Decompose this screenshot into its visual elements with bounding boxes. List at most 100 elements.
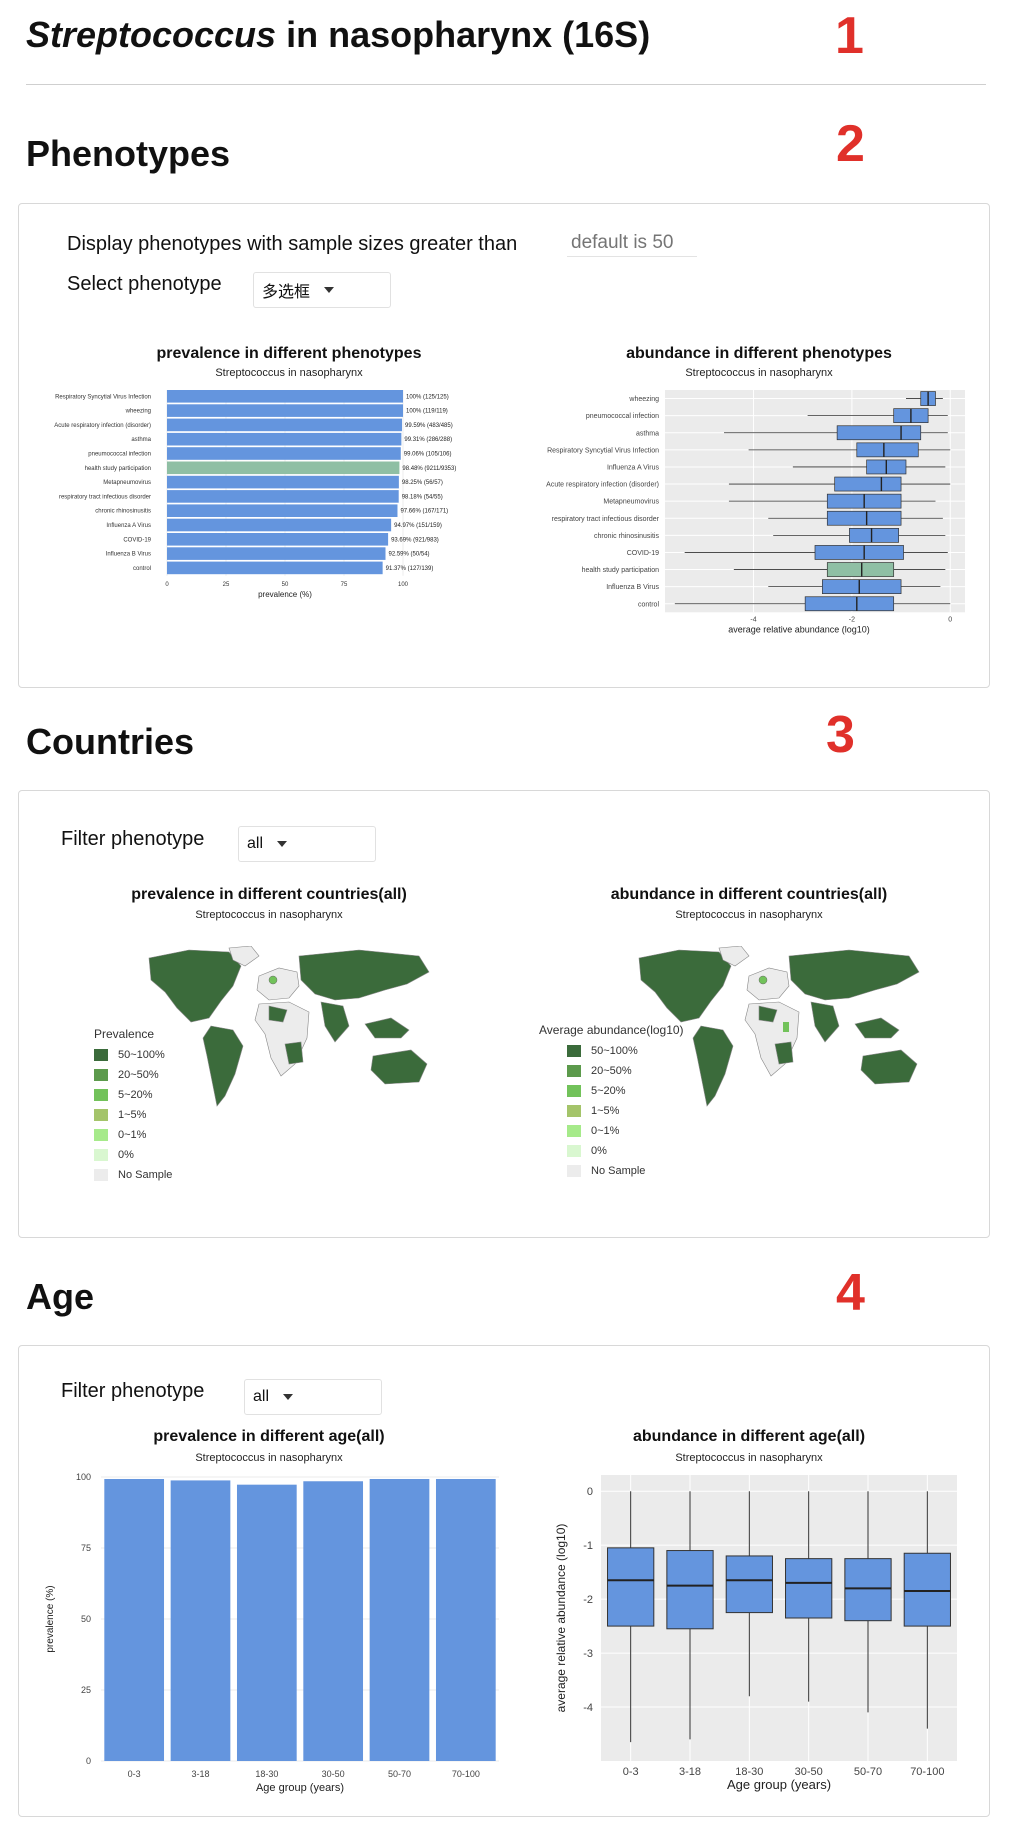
europe-shape xyxy=(746,967,790,1001)
greenland-shape xyxy=(228,946,260,967)
data-label: 100% (119/119) xyxy=(406,409,448,415)
annotation-marker-3: 3 xyxy=(826,706,855,764)
y-axis-title: average relative abundance (log10) xyxy=(554,1524,568,1713)
category-label: chronic rhinosinusitis xyxy=(594,533,659,540)
y-tick-label: 25 xyxy=(81,1685,91,1695)
phenotype-abundance-subtitle: Streptococcus in nasopharynx xyxy=(685,367,833,379)
select-phenotype-label: Select phenotype xyxy=(67,273,222,295)
legend-item: 20~50% xyxy=(94,1065,172,1085)
box xyxy=(903,1552,951,1627)
north-america-shape xyxy=(148,949,242,1023)
data-label: 93.69% (921/983) xyxy=(391,537,439,543)
west-africa-shape xyxy=(268,1005,288,1023)
country-prevalence-legend: Prevalence 50~100% 20~50% 5~20% 1~5% 0~1% 0% N… xyxy=(94,1027,172,1185)
x-tick-label: 18-30 xyxy=(255,1769,278,1779)
legend-swatch xyxy=(567,1105,581,1117)
legend-item: 5~20% xyxy=(94,1085,172,1105)
bar xyxy=(167,432,402,446)
countries-filter-select[interactable]: all xyxy=(238,826,376,862)
box xyxy=(836,425,922,441)
category-label: health study participation xyxy=(85,466,151,472)
bar xyxy=(167,504,398,517)
category-label: pneumococcal infection xyxy=(586,413,659,420)
legend-item: 1~5% xyxy=(94,1105,172,1125)
x-tick-label: 3-18 xyxy=(191,1769,209,1779)
y-tick-label: 100 xyxy=(76,1472,91,1482)
highlight-country-marker xyxy=(783,1022,789,1032)
bar xyxy=(167,390,403,403)
legend-label: 50~100% xyxy=(591,1045,638,1057)
bar xyxy=(369,1478,430,1761)
y-axis-title: prevalence (%) xyxy=(45,1585,56,1652)
north-america-shape xyxy=(638,949,732,1023)
australia-shape xyxy=(370,1049,428,1085)
data-label: 94.97% (151/159) xyxy=(394,523,442,529)
legend-item: 0% xyxy=(567,1141,684,1161)
age-card: Filter phenotype all prevalence in diffe… xyxy=(18,1345,990,1817)
age-abundance-title: abundance in different age(all) xyxy=(632,1428,866,1445)
y-tick-label: -1 xyxy=(583,1540,593,1552)
x-tick-label: -2 xyxy=(849,616,855,623)
x-tick-label: 70-100 xyxy=(452,1769,480,1779)
category-label: chronic rhinosinusitis xyxy=(95,509,151,515)
country-abundance-legend: Average abundance(log10) 50~100% 20~50% 5~… xyxy=(539,1023,684,1181)
bar xyxy=(167,475,399,489)
legend-swatch xyxy=(94,1069,108,1081)
phenotype-multiselect[interactable]: 多选框 xyxy=(253,272,391,308)
box xyxy=(822,579,902,594)
legend-swatch xyxy=(567,1065,581,1077)
legend-item: 50~100% xyxy=(567,1041,684,1061)
category-label: control xyxy=(638,601,659,608)
category-label: COVID-19 xyxy=(123,537,151,543)
box xyxy=(826,510,902,526)
legend-swatch xyxy=(567,1125,581,1137)
legend-label: 0% xyxy=(591,1145,607,1157)
country-prevalence-subtitle: Streptococcus in nasopharynx xyxy=(195,909,343,921)
section-title-countries: Countries xyxy=(26,721,195,762)
filter-phenotype-label: Filter phenotype xyxy=(61,828,205,850)
x-tick-label: 30-50 xyxy=(795,1766,823,1778)
y-tick-label: 0 xyxy=(587,1486,593,1498)
category-label: asthma xyxy=(131,437,151,443)
phenotype-prevalence-subtitle: Streptococcus in nasopharynx xyxy=(215,367,363,379)
age-filter-select[interactable]: all xyxy=(244,1379,382,1415)
phenotypes-card: Display phenotypes with sample sizes gre… xyxy=(18,203,990,688)
y-tick-label: -3 xyxy=(583,1648,593,1660)
age-prevalence-subtitle: Streptococcus in nasopharynx xyxy=(195,1452,343,1464)
sample-size-input[interactable] xyxy=(567,232,697,257)
age-filter-value: all xyxy=(253,1388,270,1405)
country-abundance-subtitle: Streptococcus in nasopharynx xyxy=(675,909,823,921)
legend-item: No Sample xyxy=(94,1165,172,1185)
box xyxy=(666,1550,714,1630)
legend-swatch xyxy=(567,1145,581,1157)
x-axis-title: Age group (years) xyxy=(256,1782,344,1794)
bar xyxy=(167,533,389,546)
data-label: 99.59% (483/485) xyxy=(405,423,453,429)
legend-item: 5~20% xyxy=(567,1081,684,1101)
legend-item: 50~100% xyxy=(94,1045,172,1065)
greenland-shape xyxy=(718,946,750,967)
data-label: 100% (125/125) xyxy=(406,394,449,400)
southern-africa-shape xyxy=(284,1041,304,1065)
legend-item: 0~1% xyxy=(94,1125,172,1145)
bar xyxy=(303,1481,364,1761)
bar xyxy=(435,1478,496,1761)
filter-phenotype-label: Filter phenotype xyxy=(61,1380,205,1402)
country-prevalence-world-map xyxy=(148,946,430,1107)
category-label: wheezing xyxy=(125,409,151,415)
country-abundance-title: abundance in different countries(all) xyxy=(610,886,888,903)
plot-panel xyxy=(601,1475,957,1761)
chevron-down-icon xyxy=(283,1394,294,1400)
legend-label: 0~1% xyxy=(591,1125,620,1137)
legend-swatch xyxy=(94,1089,108,1101)
bar xyxy=(167,561,383,575)
phenotype-prevalence-chart: 0 25 50 75 100 Respiratory Syncytial Virus In… xyxy=(54,390,456,599)
data-label: 98.48% (9211/9353) xyxy=(402,466,456,472)
x-tick-label: 70-100 xyxy=(910,1766,944,1778)
x-tick-label: 0-3 xyxy=(128,1769,141,1779)
data-label: 99.31% (286/288) xyxy=(404,437,452,443)
x-tick-label: 100 xyxy=(398,582,409,588)
category-label: wheezing xyxy=(628,396,659,403)
x-axis-title: average relative abundance (log10) xyxy=(728,624,870,634)
box xyxy=(814,545,904,560)
